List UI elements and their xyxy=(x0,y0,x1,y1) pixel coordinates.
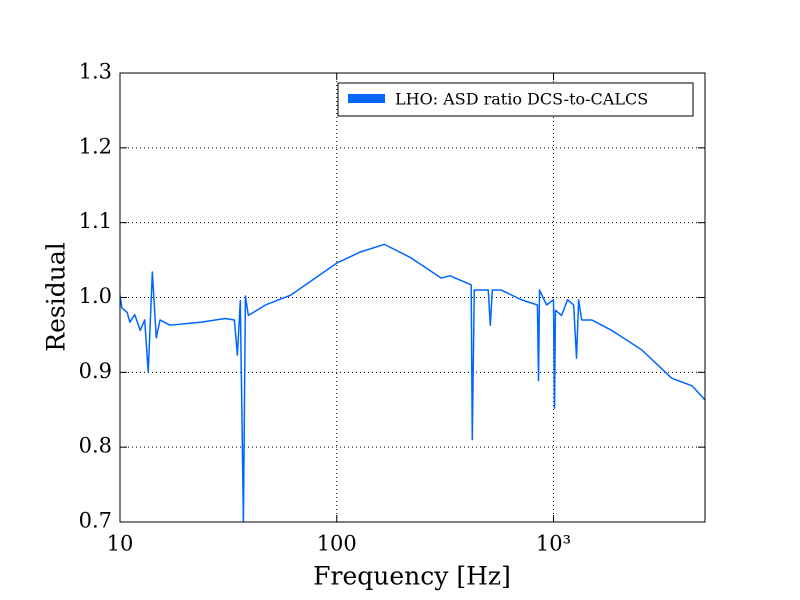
y-tick-label: 0.9 xyxy=(79,359,112,383)
legend-swatch xyxy=(348,94,385,103)
legend-box xyxy=(337,82,694,117)
y-tick-label: 0.8 xyxy=(79,434,112,458)
x-tick-label: 10³ xyxy=(536,532,571,556)
y-tick-label: 1.2 xyxy=(79,134,112,158)
plot-frame xyxy=(119,72,706,523)
x-axis-label: Frequency [Hz] xyxy=(313,562,511,591)
legend: LHO: ASD ratio DCS-to-CALCS xyxy=(337,82,694,117)
x-tick-label: 10 xyxy=(107,532,134,556)
y-tick-label: 1.3 xyxy=(79,60,112,84)
y-tick-label: 1.1 xyxy=(79,209,112,233)
y-tick-label: 1.0 xyxy=(79,284,112,308)
data-line xyxy=(120,243,705,522)
x-tick-label: 100 xyxy=(317,532,357,556)
y-axis-label: Residual xyxy=(42,242,71,351)
legend-label: LHO: ASD ratio DCS-to-CALCS xyxy=(395,90,648,109)
y-tick-label: 0.7 xyxy=(79,509,112,533)
